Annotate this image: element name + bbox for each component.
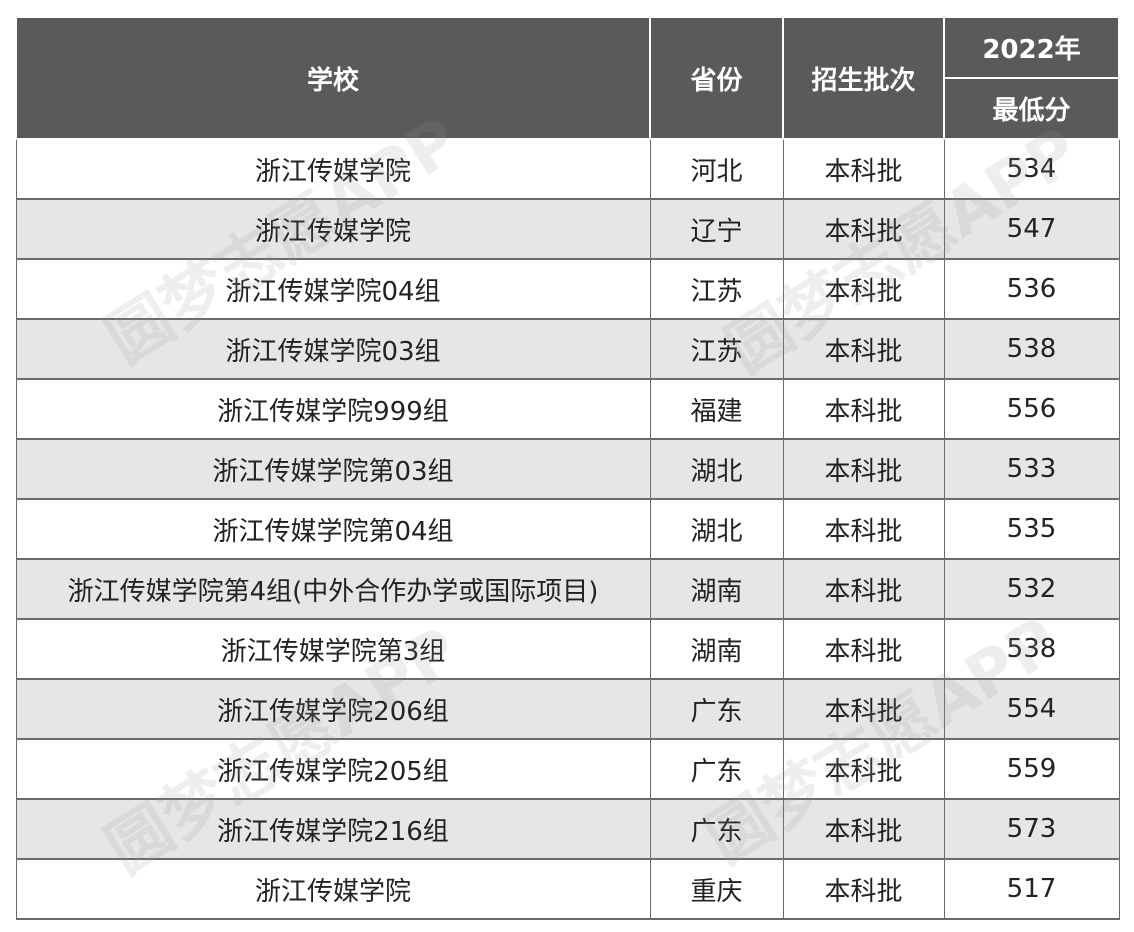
- cell-school: 浙江传媒学院: [15, 139, 651, 200]
- table-row: 浙江传媒学院999组 福建 本科批 556: [15, 379, 1120, 440]
- header-year: 2022年: [943, 16, 1120, 79]
- cell-province: 广东: [649, 799, 784, 860]
- cell-school: 浙江传媒学院第3组: [15, 619, 651, 680]
- score-table-container: 学校 省份 招生批次 2022年 最低分 浙江传媒学院 河北 本科批 534 浙…: [15, 16, 1120, 920]
- table-row: 浙江传媒学院 河北 本科批 534: [15, 139, 1120, 200]
- table-row: 浙江传媒学院205组 广东 本科批 559: [15, 739, 1120, 800]
- cell-score: 517: [943, 859, 1120, 920]
- table-header: 学校 省份 招生批次 2022年 最低分: [15, 16, 1120, 140]
- cell-batch: 本科批: [782, 559, 945, 620]
- cell-province: 湖南: [649, 559, 784, 620]
- table-row: 浙江传媒学院第03组 湖北 本科批 533: [15, 439, 1120, 500]
- admission-score-table: 学校 省份 招生批次 2022年 最低分 浙江传媒学院 河北 本科批 534 浙…: [15, 16, 1120, 920]
- cell-school: 浙江传媒学院第03组: [15, 439, 651, 500]
- cell-province: 湖北: [649, 499, 784, 560]
- cell-province: 江苏: [649, 259, 784, 320]
- table-row: 浙江传媒学院04组 江苏 本科批 536: [15, 259, 1120, 320]
- cell-province: 湖北: [649, 439, 784, 500]
- cell-score: 535: [943, 499, 1120, 560]
- cell-score: 554: [943, 679, 1120, 740]
- table-row: 浙江传媒学院第04组 湖北 本科批 535: [15, 499, 1120, 560]
- table-row: 浙江传媒学院216组 广东 本科批 573: [15, 799, 1120, 860]
- cell-batch: 本科批: [782, 379, 945, 440]
- cell-score: 532: [943, 559, 1120, 620]
- cell-school: 浙江传媒学院999组: [15, 379, 651, 440]
- cell-school: 浙江传媒学院第4组(中外合作办学或国际项目): [15, 559, 651, 620]
- cell-province: 河北: [649, 139, 784, 200]
- header-province: 省份: [649, 16, 784, 140]
- cell-province: 湖南: [649, 619, 784, 680]
- cell-batch: 本科批: [782, 799, 945, 860]
- table-row: 浙江传媒学院第4组(中外合作办学或国际项目) 湖南 本科批 532: [15, 559, 1120, 620]
- table-row: 浙江传媒学院 重庆 本科批 517: [15, 859, 1120, 920]
- cell-batch: 本科批: [782, 679, 945, 740]
- cell-school: 浙江传媒学院206组: [15, 679, 651, 740]
- table-body: 浙江传媒学院 河北 本科批 534 浙江传媒学院 辽宁 本科批 547 浙江传媒…: [15, 139, 1120, 920]
- cell-score: 573: [943, 799, 1120, 860]
- cell-score: 538: [943, 319, 1120, 380]
- cell-score: 556: [943, 379, 1120, 440]
- cell-school: 浙江传媒学院216组: [15, 799, 651, 860]
- cell-province: 广东: [649, 739, 784, 800]
- cell-province: 广东: [649, 679, 784, 740]
- cell-school: 浙江传媒学院: [15, 199, 651, 260]
- cell-school: 浙江传媒学院第04组: [15, 499, 651, 560]
- cell-batch: 本科批: [782, 199, 945, 260]
- cell-school: 浙江传媒学院205组: [15, 739, 651, 800]
- table-row: 浙江传媒学院03组 江苏 本科批 538: [15, 319, 1120, 380]
- header-batch: 招生批次: [782, 16, 945, 140]
- cell-score: 559: [943, 739, 1120, 800]
- cell-province: 福建: [649, 379, 784, 440]
- header-school: 学校: [15, 16, 651, 140]
- table-row: 浙江传媒学院第3组 湖南 本科批 538: [15, 619, 1120, 680]
- cell-score: 533: [943, 439, 1120, 500]
- table-row: 浙江传媒学院206组 广东 本科批 554: [15, 679, 1120, 740]
- cell-province: 江苏: [649, 319, 784, 380]
- cell-batch: 本科批: [782, 619, 945, 680]
- cell-score: 536: [943, 259, 1120, 320]
- cell-batch: 本科批: [782, 259, 945, 320]
- cell-province: 辽宁: [649, 199, 784, 260]
- cell-batch: 本科批: [782, 739, 945, 800]
- cell-batch: 本科批: [782, 139, 945, 200]
- cell-school: 浙江传媒学院03组: [15, 319, 651, 380]
- cell-score: 538: [943, 619, 1120, 680]
- cell-school: 浙江传媒学院: [15, 859, 651, 920]
- cell-batch: 本科批: [782, 439, 945, 500]
- cell-school: 浙江传媒学院04组: [15, 259, 651, 320]
- cell-batch: 本科批: [782, 319, 945, 380]
- cell-province: 重庆: [649, 859, 784, 920]
- cell-batch: 本科批: [782, 499, 945, 560]
- cell-score: 534: [943, 139, 1120, 200]
- cell-batch: 本科批: [782, 859, 945, 920]
- cell-score: 547: [943, 199, 1120, 260]
- header-min-score: 最低分: [943, 77, 1120, 140]
- table-row: 浙江传媒学院 辽宁 本科批 547: [15, 199, 1120, 260]
